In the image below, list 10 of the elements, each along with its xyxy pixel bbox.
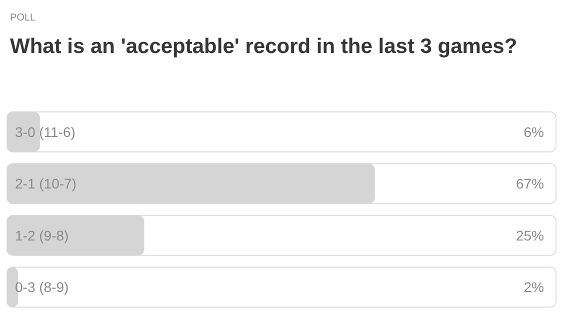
data-label: 25% — [516, 227, 544, 244]
chart-title: What is an 'acceptable' record in the last 3 games? — [10, 35, 518, 58]
y-tick-label: 3-0 (11-6) — [15, 124, 76, 140]
y-tick-label: 2-1 (10-7) — [15, 176, 76, 192]
y-tick-label: 0-3 (8-9) — [15, 279, 69, 296]
y-tick-label: 1-2 (9-8) — [15, 227, 69, 244]
data-label: 2% — [524, 279, 544, 296]
data-label: 67% — [516, 176, 544, 192]
chart-subtitle: POLL — [10, 12, 36, 24]
data-label: 6% — [524, 124, 544, 140]
